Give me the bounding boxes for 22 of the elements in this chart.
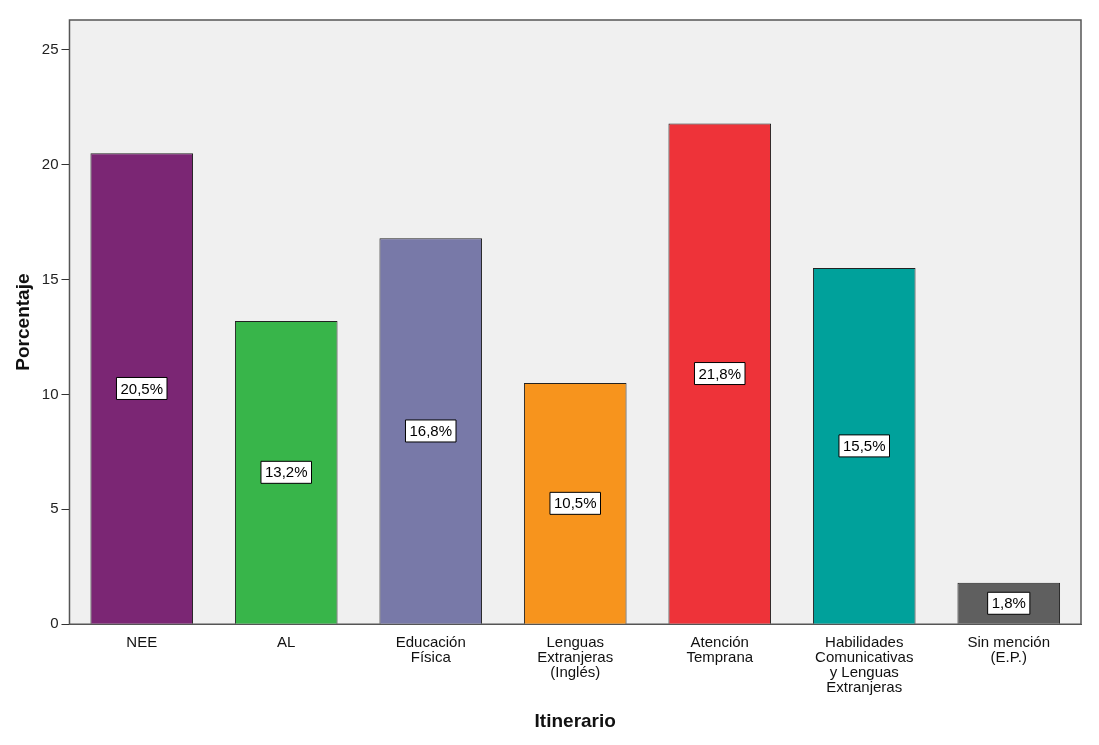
y-tick-label: 25	[41, 40, 59, 58]
x-tick-label: Sin mención (E.P.)	[967, 632, 1051, 665]
y-tick-label: 15	[41, 269, 59, 287]
x-tick-label: NEE	[126, 632, 158, 650]
data-label: 16,8%	[409, 422, 453, 440]
x-tick-label: Habilidades Comunicativas y Lenguas Extranjeras	[815, 632, 914, 695]
x-tick-label: Atención Temprana	[686, 632, 754, 665]
data-label: 10,5%	[553, 494, 597, 512]
y-tick-label: 10	[41, 384, 59, 402]
x-tick-label: AL	[277, 632, 296, 650]
y-tick-label: 5	[50, 499, 59, 517]
data-label: 13,2%	[264, 463, 308, 481]
x-axis-title: Itinerario	[534, 709, 616, 731]
data-label: 15,5%	[842, 437, 886, 455]
y-axis-title: Porcentaje	[11, 273, 33, 371]
y-tick-label: 20	[41, 154, 59, 172]
data-label: 1,8%	[991, 594, 1026, 612]
data-label: 20,5%	[120, 379, 164, 397]
y-tick-label: 0	[50, 614, 59, 632]
x-tick-label: Educación Física	[395, 632, 466, 665]
x-tick-label: Lenguas Extranjeras (Inglés)	[537, 632, 614, 680]
data-label: 21,8%	[698, 364, 742, 382]
